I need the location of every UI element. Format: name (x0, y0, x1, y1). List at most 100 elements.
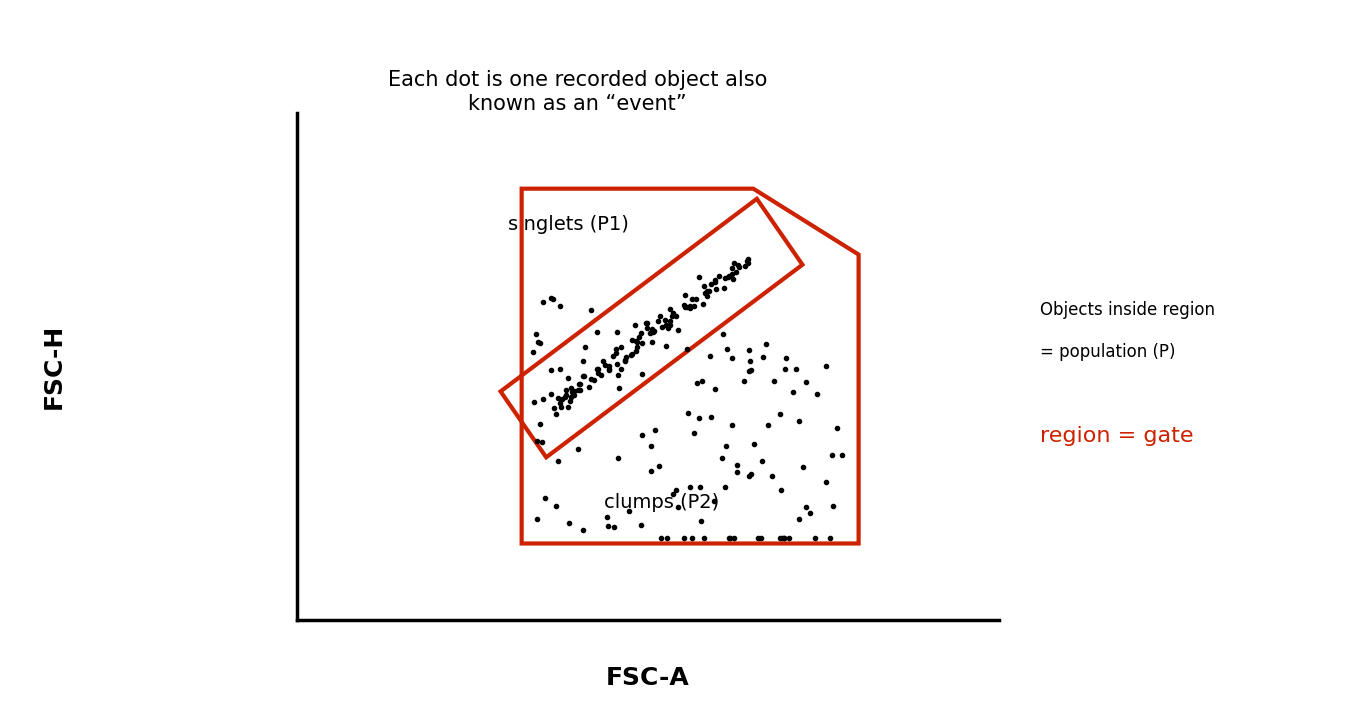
Point (822, 501, 844, 512)
Point (558, 401, 579, 413)
Point (782, 386, 803, 398)
Point (718, 533, 740, 544)
Point (587, 364, 609, 375)
Point (606, 326, 628, 337)
Point (755, 339, 776, 350)
Point (567, 384, 589, 396)
Point (659, 320, 680, 331)
Point (666, 310, 687, 322)
Point (694, 280, 716, 291)
Point (674, 299, 695, 310)
Point (738, 366, 760, 377)
Point (583, 375, 605, 386)
Point (676, 301, 698, 313)
Point (717, 344, 738, 355)
Point (572, 355, 594, 366)
Point (648, 460, 670, 472)
Point (668, 502, 690, 513)
Point (799, 508, 821, 519)
Point (733, 375, 755, 386)
Point (667, 324, 688, 335)
Point (609, 382, 630, 394)
Point (598, 364, 620, 375)
Point (679, 302, 701, 313)
Text: region = gate: region = gate (1040, 427, 1193, 446)
Point (526, 514, 548, 525)
Point (721, 419, 743, 430)
Point (560, 382, 582, 394)
Point (660, 310, 682, 322)
Point (729, 261, 751, 272)
Point (717, 271, 738, 282)
Point (653, 314, 675, 325)
Point (647, 315, 668, 327)
Point (593, 356, 614, 367)
Point (656, 532, 678, 543)
Point (630, 519, 652, 530)
Point (769, 533, 791, 544)
Point (626, 341, 648, 352)
Point (605, 343, 626, 354)
Point (625, 320, 647, 331)
Point (618, 505, 640, 517)
Point (705, 275, 726, 286)
Point (772, 533, 794, 544)
Point (682, 294, 703, 305)
Point (614, 355, 636, 366)
Point (614, 356, 636, 367)
Point (694, 287, 716, 298)
Point (740, 469, 761, 480)
Point (720, 533, 741, 544)
Point (620, 349, 641, 360)
Point (819, 533, 841, 544)
Point (651, 321, 672, 332)
Point (578, 382, 599, 393)
Point (738, 471, 760, 482)
Point (757, 420, 779, 431)
Point (769, 409, 791, 420)
Point (640, 441, 662, 452)
Point (679, 482, 701, 493)
Point (568, 379, 590, 390)
Point (641, 327, 663, 338)
Point (608, 452, 629, 463)
Point (703, 496, 725, 507)
Point (659, 304, 680, 315)
Point (716, 441, 737, 452)
Point (691, 375, 713, 386)
Point (567, 444, 589, 455)
Point (718, 270, 740, 282)
Point (725, 267, 747, 278)
Point (726, 460, 748, 471)
Point (548, 300, 570, 311)
Point (632, 368, 653, 379)
Point (636, 317, 657, 328)
Point (540, 389, 562, 400)
Point (628, 331, 649, 342)
Point (734, 260, 756, 272)
Point (769, 484, 791, 496)
Point (659, 315, 680, 327)
Text: FSC-A: FSC-A (606, 666, 690, 690)
Point (693, 298, 714, 310)
Point (545, 408, 567, 420)
Point (772, 533, 794, 544)
Point (587, 367, 609, 378)
Point (690, 482, 711, 493)
Text: = population (P): = population (P) (1040, 343, 1174, 361)
Point (545, 501, 567, 512)
Point (795, 501, 817, 513)
Point (563, 389, 585, 401)
Point (751, 455, 772, 467)
Point (548, 455, 570, 467)
Text: Objects inside region: Objects inside region (1040, 301, 1215, 319)
Point (574, 341, 595, 353)
Point (644, 326, 666, 337)
Point (740, 364, 761, 375)
Point (586, 363, 608, 375)
Text: singlets (P1): singlets (P1) (508, 215, 629, 234)
Point (555, 384, 576, 396)
Point (632, 338, 653, 349)
Point (562, 386, 583, 397)
Point (714, 282, 736, 294)
